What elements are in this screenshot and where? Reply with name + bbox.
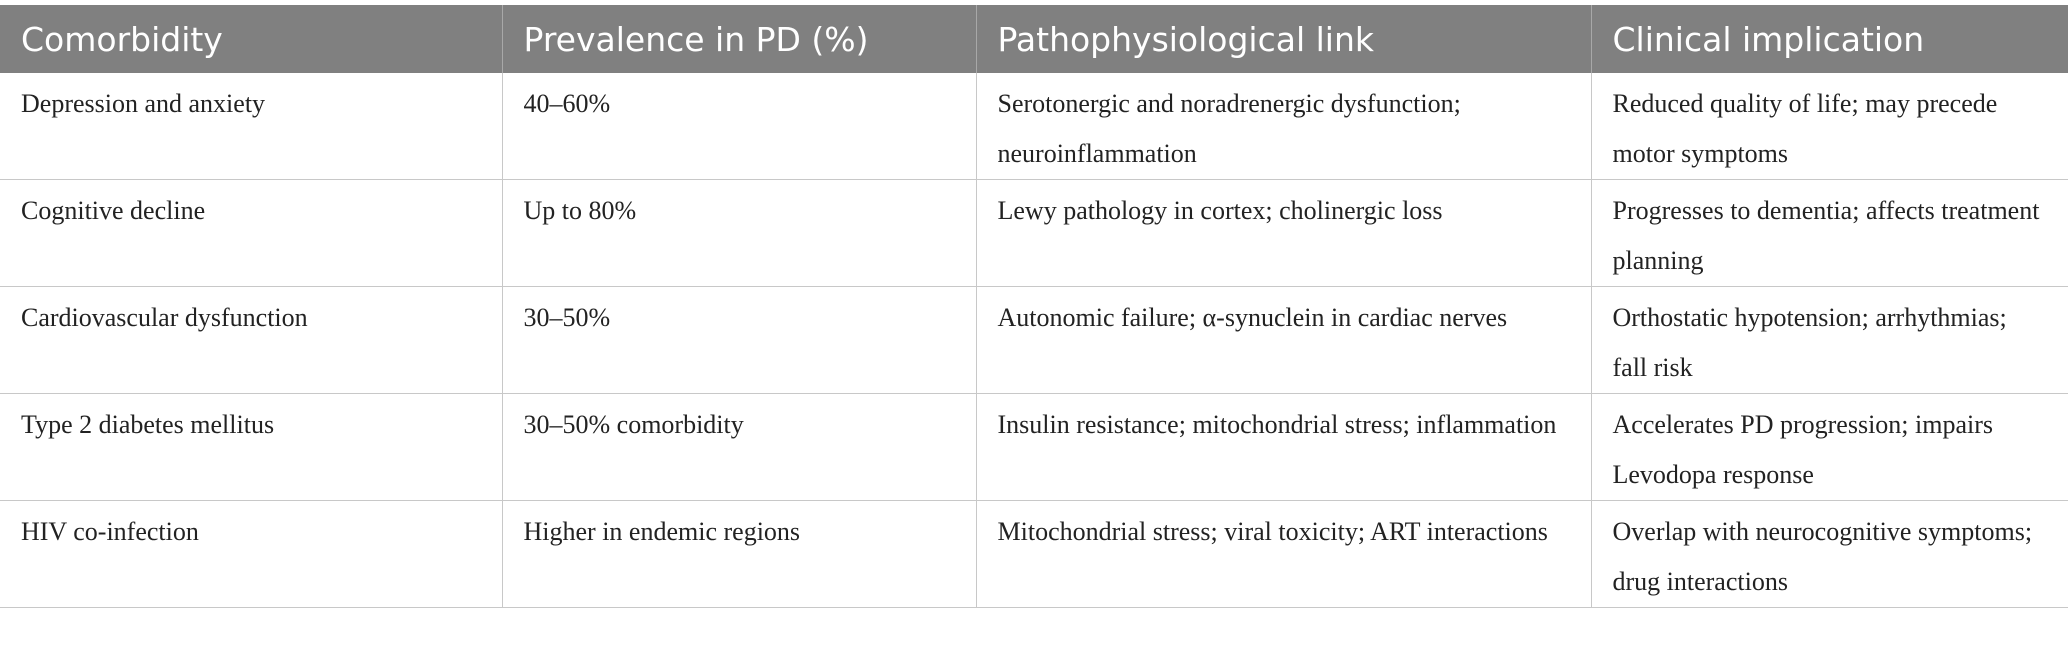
header-cell: Prevalence in PD (%)	[501, 5, 976, 73]
table-cell: Mitochondrial stress; viral toxicity; AR…	[975, 500, 1591, 608]
table: Comorbidity Prevalence in PD (%) Pathophys…	[0, 5, 2068, 608]
table-container: Comorbidity Prevalence in PD (%) Pathophys…	[0, 5, 2068, 608]
table-cell: Insulin resistance; mitochondrial stress…	[975, 393, 1591, 501]
table-cell: Accelerates PD progression; impairs Levo…	[1590, 393, 2068, 501]
table-row: Depression and anxiety 40–60% Serotonergic…	[0, 73, 2068, 180]
table-cell: Type 2 diabetes mellitus	[0, 393, 502, 501]
table-cell: Serotonergic and noradrenergic dysfuncti…	[975, 73, 1591, 180]
header-cell: Pathophysiological link	[975, 5, 1591, 73]
table-cell: Higher in endemic regions	[501, 500, 976, 608]
table-cell: Cardiovascular dysfunction	[0, 286, 502, 394]
table-cell: 30–50%	[501, 286, 976, 394]
table-cell: Lewy pathology in cortex; cholinergic lo…	[975, 179, 1591, 287]
table-cell: Progresses to dementia; affects treatmen…	[1590, 179, 2068, 287]
table-cell: Autonomic failure; α-synuclein in cardia…	[975, 286, 1591, 394]
table-cell: Up to 80%	[501, 179, 976, 287]
table-cell: Cognitive decline	[0, 179, 502, 287]
table-cell: Depression and anxiety	[0, 73, 502, 180]
table-row: Cognitive decline Up to 80% Lewy pathology…	[0, 179, 2068, 287]
header-cell: Clinical implication	[1590, 5, 2068, 73]
table-cell: Reduced quality of life; may precede mot…	[1590, 73, 2068, 180]
table-row: Type 2 diabetes mellitus 30–50% comorbidi…	[0, 393, 2068, 501]
table-cell: Orthostatic hypotension; arrhythmias; fa…	[1590, 286, 2068, 394]
table-cell: HIV co-infection	[0, 500, 502, 608]
table-cell: 40–60%	[501, 73, 976, 180]
table-cell: 30–50% comorbidity	[501, 393, 976, 501]
table-cell: Overlap with neurocognitive symptoms; dr…	[1590, 500, 2068, 608]
header-cell: Comorbidity	[0, 5, 502, 73]
table-row: HIV co-infection Higher in endemic region…	[0, 500, 2068, 608]
header-row: Comorbidity Prevalence in PD (%) Pathophys…	[0, 5, 2068, 73]
table-row: Cardiovascular dysfunction 30–50% Autonomi…	[0, 286, 2068, 394]
